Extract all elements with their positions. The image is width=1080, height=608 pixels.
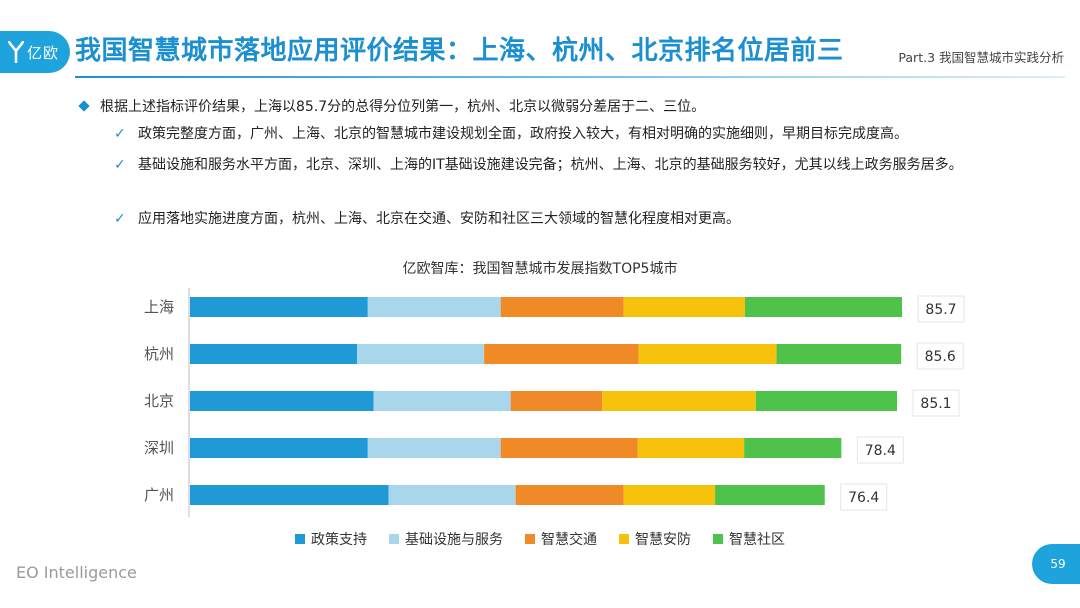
bar-segment [484,344,639,364]
bar-segment [190,344,357,364]
category-label: 上海 [144,298,174,316]
chart-title: 亿欧智库：我国智慧城市发展指数TOP5城市 [402,261,678,277]
legend-item: 基础设施与服务 [389,529,503,549]
bar-segment [602,391,756,411]
legend-label: 基础设施与服务 [405,532,503,548]
page-number-badge: 59 [1032,544,1080,584]
sub-bullet-text: 应用落地实施进度方面，杭州、上海、北京在交通、安防和社区三大领域的智慧化程度相对… [138,211,740,227]
total-label: 78.4 [865,443,896,459]
sub-bullet: ✓ 基础设施和服务水平方面，北京、深圳、上海的IT基础设施建设完备；杭州、上海、… [114,154,1014,177]
sub-bullet: ✓ 应用落地实施进度方面，杭州、上海、北京在交通、安防和社区三大领域的智慧化程度… [114,208,1014,231]
legend-swatch [713,534,723,544]
bar-segment [356,344,485,364]
category-label: 北京 [144,392,174,410]
bar-segment [190,391,374,411]
legend-item: 智慧安防 [619,529,691,549]
legend-label: 智慧安防 [635,532,691,548]
checkmark-icon: ✓ [114,126,126,142]
bar-segment [373,391,511,411]
bar-segment [715,485,825,505]
bar-segment [623,485,716,505]
bar-segment [776,344,902,364]
chart-legend: 政策支持 基础设施与服务 智慧交通 智慧安防 智慧社区 [0,529,1080,549]
legend-item: 智慧社区 [713,529,785,549]
bar-segment [367,297,501,317]
sub-bullet-text: 政策完整度方面，广州、上海、北京的智慧城市建设规划全面，政府投入较大，有相对明确… [138,126,908,142]
bar-segment [515,485,624,505]
bar-segment [190,438,368,458]
bar-segment [190,297,368,317]
legend-item: 政策支持 [295,529,367,549]
page-number: 59 [1050,557,1066,571]
legend-label: 智慧交通 [541,532,597,548]
bar-segment [755,391,898,411]
legend-label: 智慧社区 [729,532,785,548]
legend-item: 智慧交通 [525,529,597,549]
logo: 亿欧 [0,31,70,73]
main-bullet: 根据上述指标评价结果，上海以85.7分的总得分位列第一，杭州、北京以微弱分差居于… [78,96,705,116]
total-label-box [917,295,965,323]
total-label: 85.1 [920,396,951,412]
total-label-box [856,436,904,464]
logo-text: 亿欧 [27,43,60,62]
bar-segment [623,297,745,317]
section-label: Part.3 我国智慧城市实践分析 [898,50,1064,65]
total-label: 76.4 [848,490,879,506]
category-label: 深圳 [144,439,174,457]
sub-bullet-text: 基础设施和服务水平方面，北京、深圳、上海的IT基础设施建设完备；杭州、上海、北京… [138,157,963,173]
page-title: 我国智慧城市落地应用评价结果：上海、杭州、北京排名位居前三 [75,36,844,66]
bar-segment [638,344,777,364]
total-label: 85.7 [925,302,956,318]
total-label-box [912,389,960,417]
legend-swatch [389,534,399,544]
legend-swatch [295,534,305,544]
bar-segment [510,391,603,411]
checkmark-icon: ✓ [114,211,126,227]
bar-segment [744,438,842,458]
legend-swatch [525,534,535,544]
bar-segment [388,485,516,505]
legend-swatch [619,534,629,544]
bar-segment [637,438,745,458]
legend-label: 政策支持 [311,532,367,548]
total-label-box [916,342,964,370]
category-label: 杭州 [144,345,174,363]
bar-segment [500,297,624,317]
logo-y-icon [8,41,24,63]
main-bullet-text: 根据上述指标评价结果，上海以85.7分的总得分位列第一，杭州、北京以微弱分差居于… [100,99,706,115]
total-label: 85.6 [925,349,956,365]
bar-segment [744,297,902,317]
category-label: 广州 [144,486,174,504]
bar-segment [367,438,501,458]
bar-segment [500,438,638,458]
title-divider [75,76,1065,78]
checkmark-icon: ✓ [114,157,126,173]
total-label-box [840,483,888,511]
footer-brand: EO Intelligence [16,563,137,582]
bar-segment [190,485,389,505]
sub-bullet: ✓ 政策完整度方面，广州、上海、北京的智慧城市建设规划全面，政府投入较大，有相对… [114,123,1014,146]
